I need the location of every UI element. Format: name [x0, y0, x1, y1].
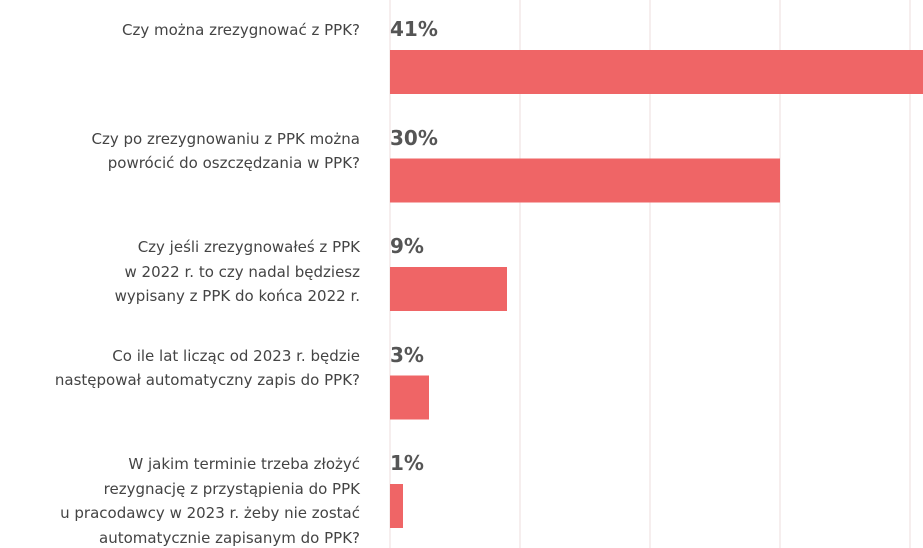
- category-label: Czy można zrezygnować z PPK?: [121, 21, 360, 39]
- bar: [390, 158, 780, 203]
- value-label: 1%: [390, 451, 424, 475]
- value-label: 3%: [390, 342, 424, 367]
- value-label: 41%: [390, 17, 438, 41]
- value-label: 9%: [390, 234, 424, 258]
- value-label: 30%: [390, 125, 438, 150]
- category-label: Co ile lat licząc od 2023 r. będzie nast…: [54, 346, 360, 390]
- category-label: Czy po zrezygnowaniu z PPK można powróci…: [91, 129, 360, 173]
- bar: [390, 267, 507, 311]
- category-label: W jakim terminie trzeba złożyć rezygnacj…: [60, 455, 360, 547]
- bar: [390, 375, 429, 420]
- bar: [390, 484, 403, 528]
- bar: [390, 50, 923, 94]
- category-label: Czy jeśli zrezygnowałeś z PPK w 2022 r. …: [114, 238, 360, 305]
